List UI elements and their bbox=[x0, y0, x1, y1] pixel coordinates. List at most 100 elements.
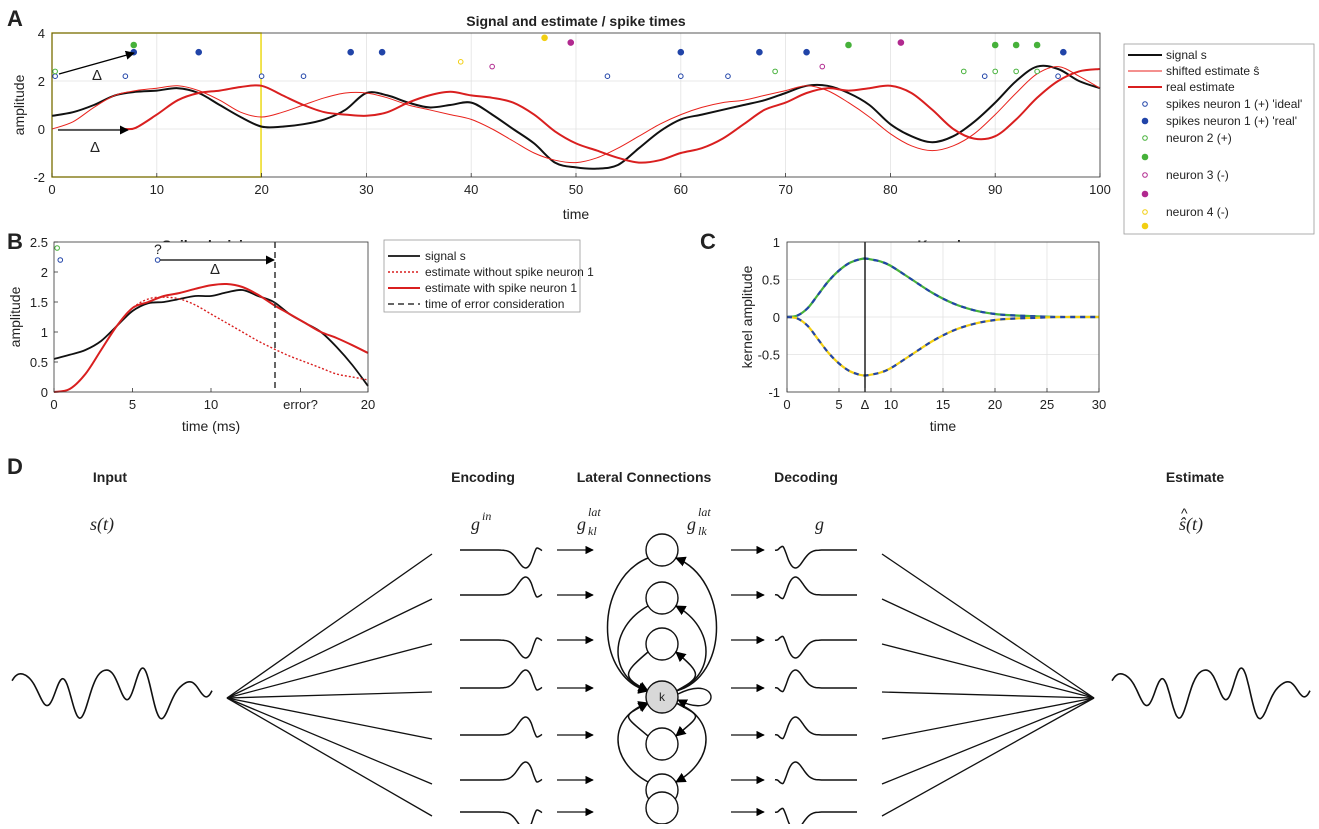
chart-a-spikes bbox=[52, 34, 1067, 79]
chart-a-xlabel: time bbox=[563, 206, 590, 222]
chart-b-delta-label: Δ bbox=[210, 261, 220, 278]
chart-a-spike-point bbox=[981, 73, 988, 79]
chart-a-y-tick-label: 2 bbox=[38, 74, 45, 89]
lateral-connection-in bbox=[617, 701, 649, 783]
network-diagram: k bbox=[11, 533, 1311, 829]
chart-a-delta-label-upper: Δ bbox=[92, 67, 102, 84]
encoding-kernel bbox=[460, 716, 543, 738]
lateral-connection-out bbox=[675, 651, 697, 692]
chart-a-y-tick-label: 0 bbox=[38, 122, 45, 137]
legend-b-label: estimate with spike neuron 1 bbox=[425, 281, 577, 295]
chart-b-line-with-spike bbox=[53, 282, 369, 393]
chart-b-x-tick-label: 10 bbox=[204, 397, 218, 412]
output-fan-line bbox=[881, 598, 1095, 699]
chart-c-x-ticks: 0 5 Δ 10 15 20 25 30 bbox=[783, 388, 1106, 412]
output-fan-line bbox=[881, 697, 1095, 785]
legend-b-label: signal s bbox=[425, 249, 466, 263]
chart-a-spike-point bbox=[819, 63, 826, 70]
input-signal-trace bbox=[11, 667, 213, 720]
legend-a-swatch-marker bbox=[1142, 101, 1148, 107]
chart-a-delta-arrow-upper bbox=[58, 50, 135, 75]
chart-a-spike-point bbox=[678, 73, 684, 79]
chart-b-spike-point bbox=[154, 257, 161, 263]
chart-c-x-tick-label: Δ bbox=[861, 397, 870, 412]
chart-b-spikes bbox=[54, 245, 161, 263]
chart-a-x-tick-label: 50 bbox=[569, 182, 583, 197]
chart-a-y-tick-label: -2 bbox=[33, 170, 45, 185]
legend-a-swatch-marker bbox=[1142, 135, 1148, 141]
legend-a-label: neuron 4 (-) bbox=[1166, 205, 1229, 219]
chart-a-x-tick-label: 90 bbox=[988, 182, 1002, 197]
panel-a-letter: A bbox=[7, 6, 23, 31]
legend-b-label: time of error consideration bbox=[425, 297, 564, 311]
chart-a-spike-point bbox=[300, 73, 307, 79]
legend-a-label: shifted estimate ŝ bbox=[1166, 64, 1259, 78]
svg-text:g: g bbox=[471, 514, 480, 534]
legend-a-swatch-marker bbox=[1141, 117, 1149, 125]
chart-b-legend-entries: signal s estimate without spike neuron 1 e… bbox=[388, 249, 594, 311]
neuron-node-k bbox=[645, 680, 679, 714]
chart-c-plot bbox=[786, 242, 1099, 392]
svg-text:g: g bbox=[577, 514, 586, 534]
chart-c-y-ticks: -1 -0.5 0 0.5 1 bbox=[758, 235, 780, 400]
chart-c-y-tick-label: -0.5 bbox=[758, 348, 780, 363]
lateral-connection-in bbox=[606, 557, 650, 694]
lateral-connection-in bbox=[617, 605, 649, 693]
chart-a-x-tick-label: 70 bbox=[778, 182, 792, 197]
svg-text:s(t): s(t) bbox=[90, 514, 114, 535]
encoding-kernel bbox=[459, 547, 543, 569]
self-connection-loop bbox=[677, 687, 712, 709]
chart-c-x-tick-label: 30 bbox=[1092, 397, 1106, 412]
legend-a-label: neuron 2 (+) bbox=[1166, 131, 1232, 145]
chart-c-ylabel: kernel amplitude bbox=[739, 265, 755, 368]
decoding-kernel bbox=[774, 716, 857, 740]
chart-a-spike-point bbox=[1060, 48, 1067, 56]
chart-b-legend bbox=[383, 239, 581, 313]
output-fan-line bbox=[881, 691, 1095, 699]
math-g-in: g in bbox=[471, 509, 491, 534]
panel-d-letter: D bbox=[7, 454, 23, 479]
chart-a-spike-point bbox=[725, 73, 731, 79]
decoding-kernel bbox=[774, 545, 857, 569]
decoding-kernel bbox=[774, 807, 857, 829]
chart-b-x-tick-label: error? bbox=[283, 397, 318, 412]
lateral-connection-out bbox=[675, 605, 707, 692]
chart-a-delta-label-lower: Δ bbox=[90, 139, 100, 156]
encoding-kernel bbox=[460, 576, 543, 598]
chart-a-spike-point bbox=[677, 48, 685, 56]
lateral-connection-out bbox=[675, 556, 718, 692]
chart-c-x-tick-label: 25 bbox=[1040, 397, 1054, 412]
chart-a-spike-point bbox=[756, 48, 763, 56]
svg-text:^: ^ bbox=[1181, 505, 1188, 521]
chart-b-y-tick-label: 2 bbox=[41, 265, 48, 280]
input-fan-line bbox=[226, 697, 433, 817]
chart-a-plot bbox=[51, 64, 1101, 170]
chart-a-line-signal bbox=[51, 64, 1101, 170]
neuron-node-k-label: k bbox=[659, 690, 666, 704]
math-s-of-t: s(t) bbox=[90, 514, 114, 535]
legend-a-swatch-marker bbox=[1142, 172, 1148, 178]
diagram-input-title: Input bbox=[93, 469, 128, 485]
chart-c-kernel-line-dashed bbox=[786, 257, 1099, 319]
chart-b-y-tick-label: 1 bbox=[41, 325, 48, 340]
chart-c-xlabel: time bbox=[930, 418, 957, 434]
svg-text:in: in bbox=[482, 509, 491, 523]
chart-b-x-ticks: 0 5 10 error? 20 bbox=[50, 388, 375, 412]
chart-b-y-ticks: 0 0.5 1 1.5 2 2.5 bbox=[30, 235, 58, 400]
chart-c-y-tick-label: 1 bbox=[773, 235, 780, 250]
input-fan-line bbox=[226, 598, 433, 699]
chart-b-bg bbox=[54, 242, 368, 392]
legend-a-label: spikes neuron 1 (+) 'ideal' bbox=[1166, 97, 1302, 111]
chart-b-y-tick-label: 0.5 bbox=[30, 355, 48, 370]
chart-a-legend bbox=[1123, 43, 1315, 235]
chart-a-spike-point bbox=[378, 48, 386, 56]
decoding-kernel bbox=[774, 669, 857, 693]
chart-b-spike-point bbox=[54, 245, 60, 251]
encoding-kernel bbox=[460, 809, 543, 829]
chart-a-x-tick-label: 0 bbox=[48, 182, 55, 197]
legend-a-label: spikes neuron 1 (+) 'real' bbox=[1166, 114, 1297, 128]
legend-a-swatch-marker bbox=[1141, 153, 1149, 161]
diagram-estimate-title: Estimate bbox=[1166, 469, 1225, 485]
legend-a-label: real estimate bbox=[1166, 80, 1235, 94]
